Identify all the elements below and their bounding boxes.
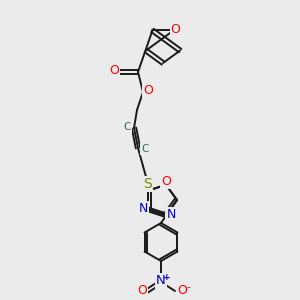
Text: -: - [186,282,190,292]
Text: N: N [138,202,148,215]
Text: O: O [109,64,119,77]
Text: N: N [166,208,176,221]
Text: C: C [123,122,131,132]
Text: S: S [144,177,152,191]
Text: O: O [143,85,153,98]
Text: O: O [171,23,181,36]
Text: N: N [156,274,166,287]
Text: O: O [177,284,187,298]
Text: O: O [137,284,147,298]
Text: C: C [141,144,149,154]
Text: O: O [161,175,171,188]
Text: +: + [163,272,171,281]
